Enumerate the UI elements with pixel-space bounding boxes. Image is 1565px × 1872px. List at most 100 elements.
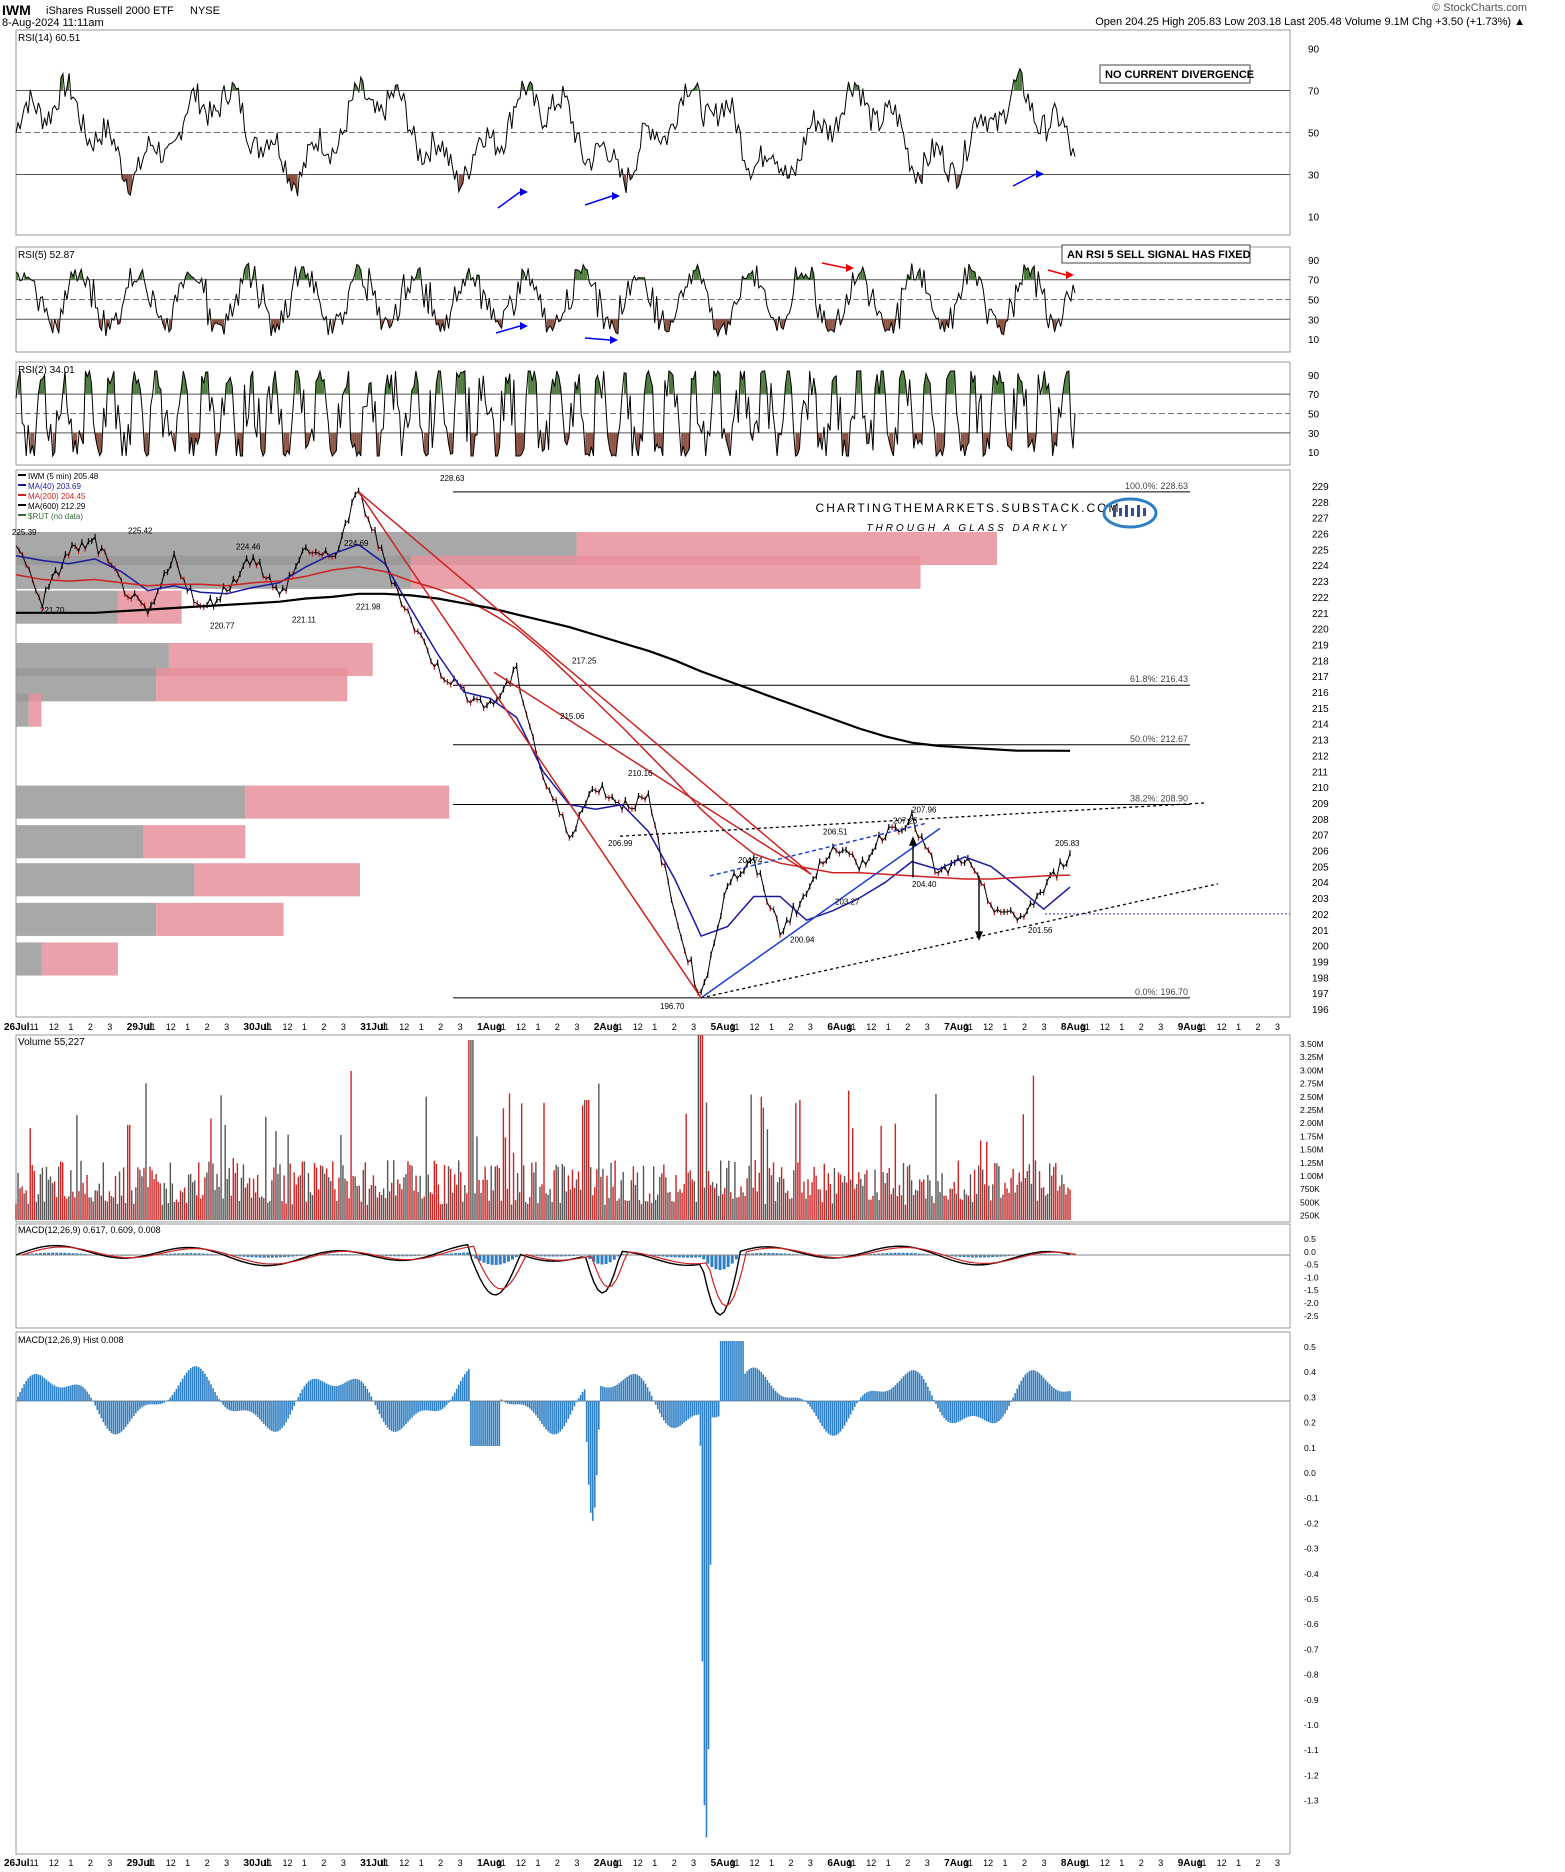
rsi14-overbought-fill (395, 84, 398, 91)
rsi2-overbought-fill (438, 370, 441, 395)
rsi5-overbought-fill (577, 269, 580, 280)
wedge-lower-line (700, 883, 1219, 999)
quote-line: Open 204.25 High 205.83 Low 203.18 Last … (1095, 16, 1525, 28)
x-axis-tick-label-bottom: 5Aug (711, 1858, 736, 1869)
rsi2-overbought-fill (832, 377, 835, 395)
macd-line (15, 1243, 1071, 1316)
rsi2-overbought-fill (881, 370, 884, 395)
volume-tick-label: 2.25M (1300, 1105, 1324, 1115)
volume-tick-label: 1.25M (1300, 1158, 1324, 1168)
x-axis-tick-label-bottom: 12 (399, 1858, 409, 1868)
volume-profile-down-bar (16, 785, 246, 819)
macd-frame (15, 1223, 1291, 1329)
price-point-label: 228.63 (440, 474, 465, 483)
rsi2-overbought-fill (950, 370, 953, 395)
x-axis-tick-label-bottom: 3 (1158, 1858, 1163, 1868)
price-tick-label: 220 (1312, 625, 1329, 636)
x-axis-tick-label: 2 (438, 1022, 443, 1032)
x-axis-tick-label: 3 (691, 1022, 696, 1032)
rsi2-oversold-fill (542, 432, 545, 452)
rsi5-tick-label: 50 (1308, 296, 1320, 307)
volume-profile-down-bar (16, 942, 42, 976)
price-tick-label: 210 (1312, 783, 1329, 794)
rsi5-overbought-fill (1032, 266, 1035, 280)
rsi2-oversold-fill (515, 432, 518, 457)
fib-level-label: 50.0%: 212.67 (1130, 734, 1188, 744)
price-point-label: 206.51 (823, 828, 848, 837)
x-axis-tick-label-bottom: 8Aug (1061, 1858, 1086, 1869)
rsi5-overbought-fill (585, 268, 588, 280)
x-axis-tick-label: 1 (419, 1022, 424, 1032)
rsi2-oversold-fill (448, 432, 451, 455)
rsi5-oversold-fill (56, 319, 59, 334)
rsi5-oversold-fill (717, 319, 720, 336)
rsi2-overbought-fill (320, 371, 323, 395)
symbol: IWM (2, 2, 31, 18)
rsi2-oversold-fill (305, 432, 308, 448)
volume-profile-up-bar (143, 825, 246, 859)
rsi2-overbought-fill (107, 377, 110, 395)
volume-tick-label: 750K (1300, 1184, 1320, 1194)
hist-tick-label: 0.3 (1304, 1392, 1316, 1402)
x-axis-tick-label-bottom: 3 (1041, 1858, 1046, 1868)
rsi5-oversold-fill (830, 319, 833, 331)
x-axis-tick-label-bottom: 1 (419, 1858, 424, 1868)
rsi2-overbought-fill (532, 370, 535, 395)
rsi2-overbought-fill (691, 378, 694, 395)
rsi5-oversold-fill (664, 319, 667, 332)
rsi5-note: AN RSI 5 SELL SIGNAL HAS FIXED (1067, 249, 1251, 261)
legend-swatch (18, 504, 26, 506)
rsi2-oversold-fill (681, 432, 684, 457)
price-point-label: 225.39 (12, 528, 37, 537)
price-tick-label: 198 (1312, 973, 1329, 984)
volume-profile-down-bar (16, 863, 195, 897)
rsi2-overbought-fill (534, 370, 537, 395)
x-axis-tick-label-bottom: 11 (1197, 1858, 1206, 1868)
volume-tick-label: 2.75M (1300, 1079, 1324, 1089)
x-axis-tick-label-bottom: 30Jul (244, 1858, 270, 1869)
x-axis-tick-label: 9Aug (1178, 1022, 1203, 1033)
rsi2-oversold-fill (287, 432, 290, 455)
x-axis-tick-label: 2 (555, 1022, 560, 1032)
x-axis-tick-label-bottom: 12 (866, 1858, 876, 1868)
rsi14-tick-label: 10 (1308, 213, 1320, 224)
price-tick-label: 209 (1312, 799, 1329, 810)
chart-date: 8-Aug-2024 11:11am (2, 17, 104, 29)
x-axis-tick-label-bottom: 12 (282, 1858, 292, 1868)
x-axis-tick-label: 2 (788, 1022, 793, 1032)
price-frame (15, 469, 1291, 1018)
divergence-arrow (497, 191, 521, 209)
rsi5-overbought-fill (917, 268, 920, 280)
rsi2-overbought-fill (136, 379, 139, 395)
rsi2-oversold-fill (426, 432, 429, 457)
rsi2-oversold-fill (52, 432, 55, 456)
rsi2-overbought-fill (1066, 370, 1069, 395)
hist-tick-label: -0.9 (1304, 1695, 1319, 1705)
price-tick-label: 221 (1312, 609, 1329, 620)
rsi2-overbought-fill (760, 370, 763, 395)
x-axis-tick-label-bottom: 12 (1217, 1858, 1227, 1868)
x-axis-tick-label: 12 (282, 1022, 292, 1032)
price-tick-label: 227 (1312, 514, 1329, 525)
rsi5-line (15, 262, 1076, 338)
price-tick-label: 228 (1312, 498, 1329, 509)
rsi2-oversold-fill (424, 432, 427, 457)
rsi2-oversold-fill (936, 432, 939, 457)
rsi5-overbought-fill (1026, 267, 1029, 280)
x-axis-tick-label-bottom: 3 (224, 1858, 229, 1868)
price-tick-label: 214 (1312, 720, 1329, 731)
rsi5-oversold-fill (215, 319, 219, 325)
x-axis-tick-label-bottom: 12 (166, 1858, 176, 1868)
rsi2-oversold-fill (450, 432, 453, 455)
legend-swatch (18, 474, 26, 476)
price-point-label: 224.46 (236, 542, 261, 551)
x-axis-tick-label: 12 (1100, 1022, 1110, 1032)
price-tick-label: 202 (1312, 910, 1329, 921)
channel-mid-line (493, 671, 812, 875)
rsi5-overbought-fill (356, 264, 359, 280)
rsi14-overbought-fill (856, 85, 859, 91)
x-axis-tick-label-bottom: 11 (613, 1858, 622, 1868)
x-axis-tick-label-bottom: 12 (750, 1858, 760, 1868)
rsi5-oversold-fill (615, 319, 618, 334)
x-axis-tick-label: 3 (341, 1022, 346, 1032)
